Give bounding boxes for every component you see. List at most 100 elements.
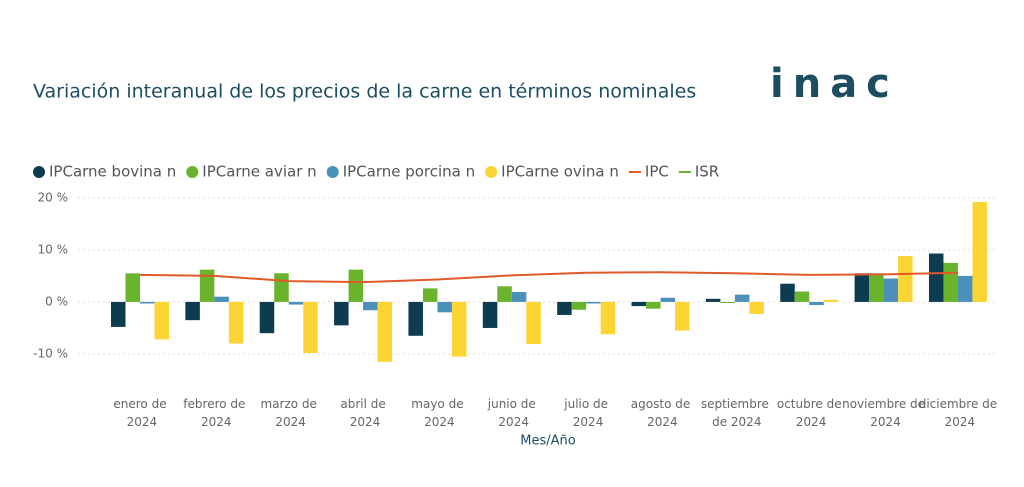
bar [185,301,200,321]
bar [957,275,973,302]
x-tick-line: 2024 [569,415,603,429]
bar [734,294,750,302]
bar [334,301,349,326]
bar [586,301,601,304]
bar [259,301,275,334]
bar [214,296,229,302]
bar [720,301,735,303]
x-tick-label: agosto de 2024 [631,397,690,429]
y-tick-label: -10 % [33,346,68,360]
bar [854,273,870,302]
bar [883,278,899,302]
bar [660,297,676,302]
bar [274,273,289,302]
x-tick-line: diciembre de [919,397,997,411]
bar [482,301,498,328]
x-tick-line: 2024 [123,415,157,429]
x-tick-line: 2024 [420,415,454,429]
bar [199,269,215,302]
x-tick-line: abril de [340,397,385,411]
bar [809,301,824,306]
bar [675,301,690,331]
x-tick-line: 2024 [643,415,677,429]
bar [408,301,423,336]
legend-marker [326,166,339,178]
x-axis-label: Mes/Año [520,434,575,449]
bar [526,301,541,345]
bar [646,301,661,309]
bar [823,299,839,302]
bar [377,301,393,362]
bar [303,301,318,353]
x-tick-label: octubre de 2024 [777,397,842,429]
y-tick-label: 10 % [38,242,69,256]
x-tick-label: mayo de 2024 [411,397,463,429]
bar [154,301,169,340]
bar [780,283,795,302]
y-tick-label: 0 % [45,294,68,308]
bar [705,298,721,302]
x-tick-label: marzo de 2024 [261,397,317,429]
bar [943,262,958,302]
bar [348,269,364,302]
x-tick-label: febrero de 2024 [183,397,245,429]
logo: inac [770,61,899,107]
legend-marker [33,166,45,178]
x-tick-label: junio de 2024 [487,397,536,429]
x-tick-line: septiembre [701,397,769,411]
x-tick-label: enero de 2024 [113,397,166,429]
bar [571,301,587,310]
legend-marker [186,166,199,178]
chart-title: Variación interanual de los precios de l… [33,81,696,103]
bar [422,288,438,302]
legend-label: IPCarne bovina n [49,163,176,181]
legend-label: IPCarne aviar n [202,163,316,181]
x-tick-line: junio de [487,397,536,411]
x-tick-line: 2024 [272,415,306,429]
x-tick-label: septiembre de 2024 [701,397,769,429]
x-tick-label: abril de 2024 [340,397,385,429]
bar [111,301,126,327]
x-tick-line: 2024 [941,415,975,429]
bar [511,292,527,302]
x-tick-line: 2024 [197,415,231,429]
x-tick-label: noviembre de 2024 [842,397,925,429]
bar [140,301,155,304]
x-tick-line: mayo de [411,397,463,411]
x-tick-line: 2024 [346,415,380,429]
bar [557,301,572,315]
x-tick-line: de 2024 [708,415,761,429]
legend-label: IPCarne porcina n [343,163,475,181]
bar [794,291,810,302]
x-tick-line: octubre de [777,397,842,411]
bar [972,201,987,302]
bar [228,301,244,344]
legend-marker [485,166,498,178]
line [139,271,958,284]
legend-label: IPCarne ovina n [501,163,619,181]
bar [288,301,304,305]
x-tick-line: marzo de [261,397,317,411]
bar [898,256,913,302]
x-tick-line: febrero de [183,397,245,411]
x-tick-line: julio de [563,397,608,411]
bar [631,301,647,307]
bar [437,301,452,313]
x-tick-line: noviembre de [842,397,925,411]
bar [928,253,944,302]
x-tick-label: diciembre de 2024 [919,397,997,429]
x-tick-label: julio de 2024 [563,397,608,429]
bar [869,273,884,302]
bar [451,301,467,357]
legend-label: ISR [695,163,719,181]
bar [749,301,764,314]
x-tick-line: 2024 [866,415,900,429]
bar [497,286,512,302]
x-tick-line: 2024 [495,415,529,429]
x-tick-line: enero de [113,397,166,411]
y-tick-label: 20 % [38,190,69,204]
bar [600,301,616,335]
legend-label: IPC [645,163,669,181]
bar [125,273,140,302]
